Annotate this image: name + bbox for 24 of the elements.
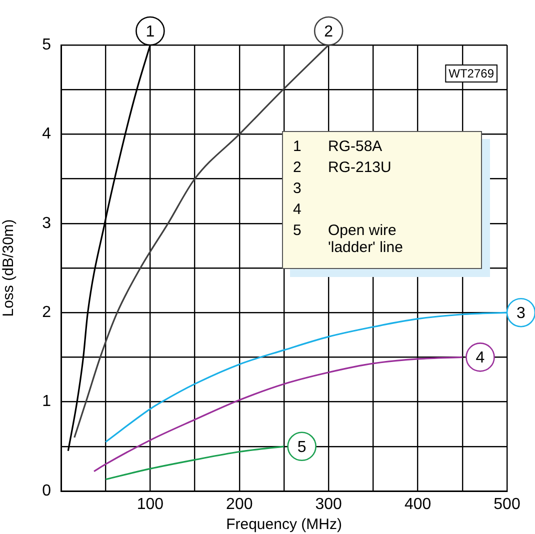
x-tick-label: 300	[315, 496, 342, 514]
y-tick-label: 0	[42, 482, 52, 500]
y-tick-label: 1	[42, 393, 52, 410]
y-tick-label: 2	[42, 304, 52, 322]
y-tick-label: 4	[42, 126, 52, 143]
annotation: 4	[476, 350, 485, 367]
line-series	[104, 446, 285, 480]
annotation: 5	[297, 438, 306, 456]
y-tick-label: 5	[42, 36, 52, 54]
text: RG-213U	[328, 159, 392, 176]
annotation: 3	[516, 305, 526, 322]
x-tick-label: 100	[136, 496, 164, 514]
x-tick-label: 500	[494, 496, 520, 514]
line-series	[93, 356, 464, 472]
x-axis-title: Frequency (MHz)	[226, 516, 342, 534]
x-tick-label: 400	[404, 496, 432, 514]
text: RG-58A	[328, 138, 384, 155]
annotation: 2	[324, 23, 334, 40]
y-axis-title: Loss (dB/30m)	[0, 219, 18, 317]
y-tick-label: 3	[42, 214, 52, 232]
text: Open wire 'ladder' line	[328, 222, 404, 256]
annotation: WT2769	[448, 66, 494, 80]
x-tick-label: 200	[226, 496, 253, 514]
annotation: 1	[146, 23, 155, 40]
